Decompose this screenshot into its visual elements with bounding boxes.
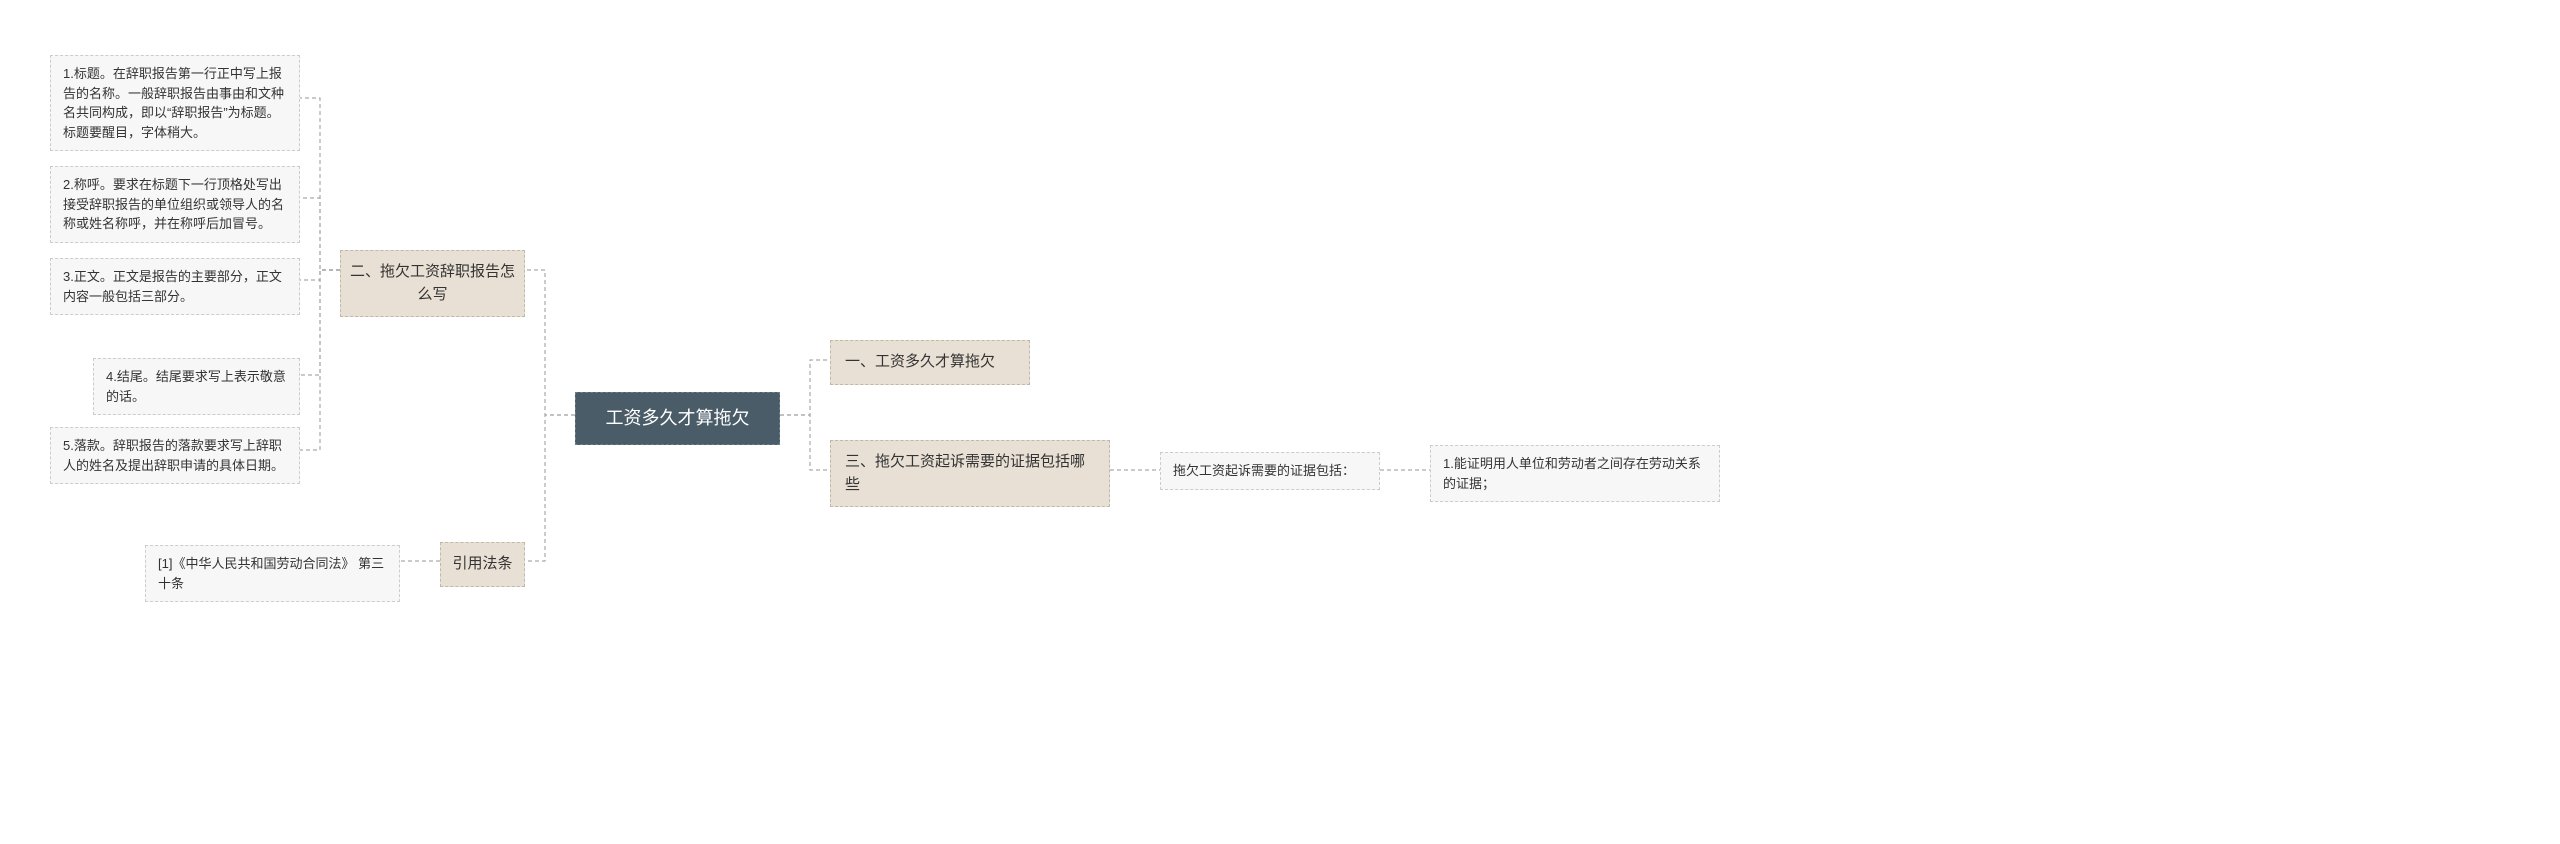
root-node[interactable]: 工资多久才算拖欠 xyxy=(575,392,780,445)
branch-node-3[interactable]: 三、拖欠工资起诉需要的证据包括哪些 xyxy=(830,440,1110,507)
branch-node-ref[interactable]: 引用法条 xyxy=(440,542,525,587)
leaf-ref-law: [1]《中华人民共和国劳动合同法》 第三十条 xyxy=(145,545,400,602)
leaf-b2-c5: 5.落款。辞职报告的落款要求写上辞职人的姓名及提出辞职申请的具体日期。 xyxy=(50,427,300,484)
leaf-b2-c3: 3.正文。正文是报告的主要部分，正文内容一般包括三部分。 xyxy=(50,258,300,315)
leaf-b2-c2: 2.称呼。要求在标题下一行顶格处写出接受辞职报告的单位组织或领导人的名称或姓名称… xyxy=(50,166,300,243)
connector-layer xyxy=(0,0,2560,844)
leaf-b2-c4: 4.结尾。结尾要求写上表示敬意的话。 xyxy=(93,358,300,415)
leaf-evidence-intro: 拖欠工资起诉需要的证据包括： xyxy=(1160,452,1380,490)
branch-node-1[interactable]: 一、工资多久才算拖欠 xyxy=(830,340,1030,385)
leaf-b2-c1: 1.标题。在辞职报告第一行正中写上报告的名称。一般辞职报告由事由和文种名共同构成… xyxy=(50,55,300,151)
leaf-evidence-1: 1.能证明用人单位和劳动者之间存在劳动关系的证据； xyxy=(1430,445,1720,502)
branch-node-2[interactable]: 二、拖欠工资辞职报告怎么写 xyxy=(340,250,525,317)
